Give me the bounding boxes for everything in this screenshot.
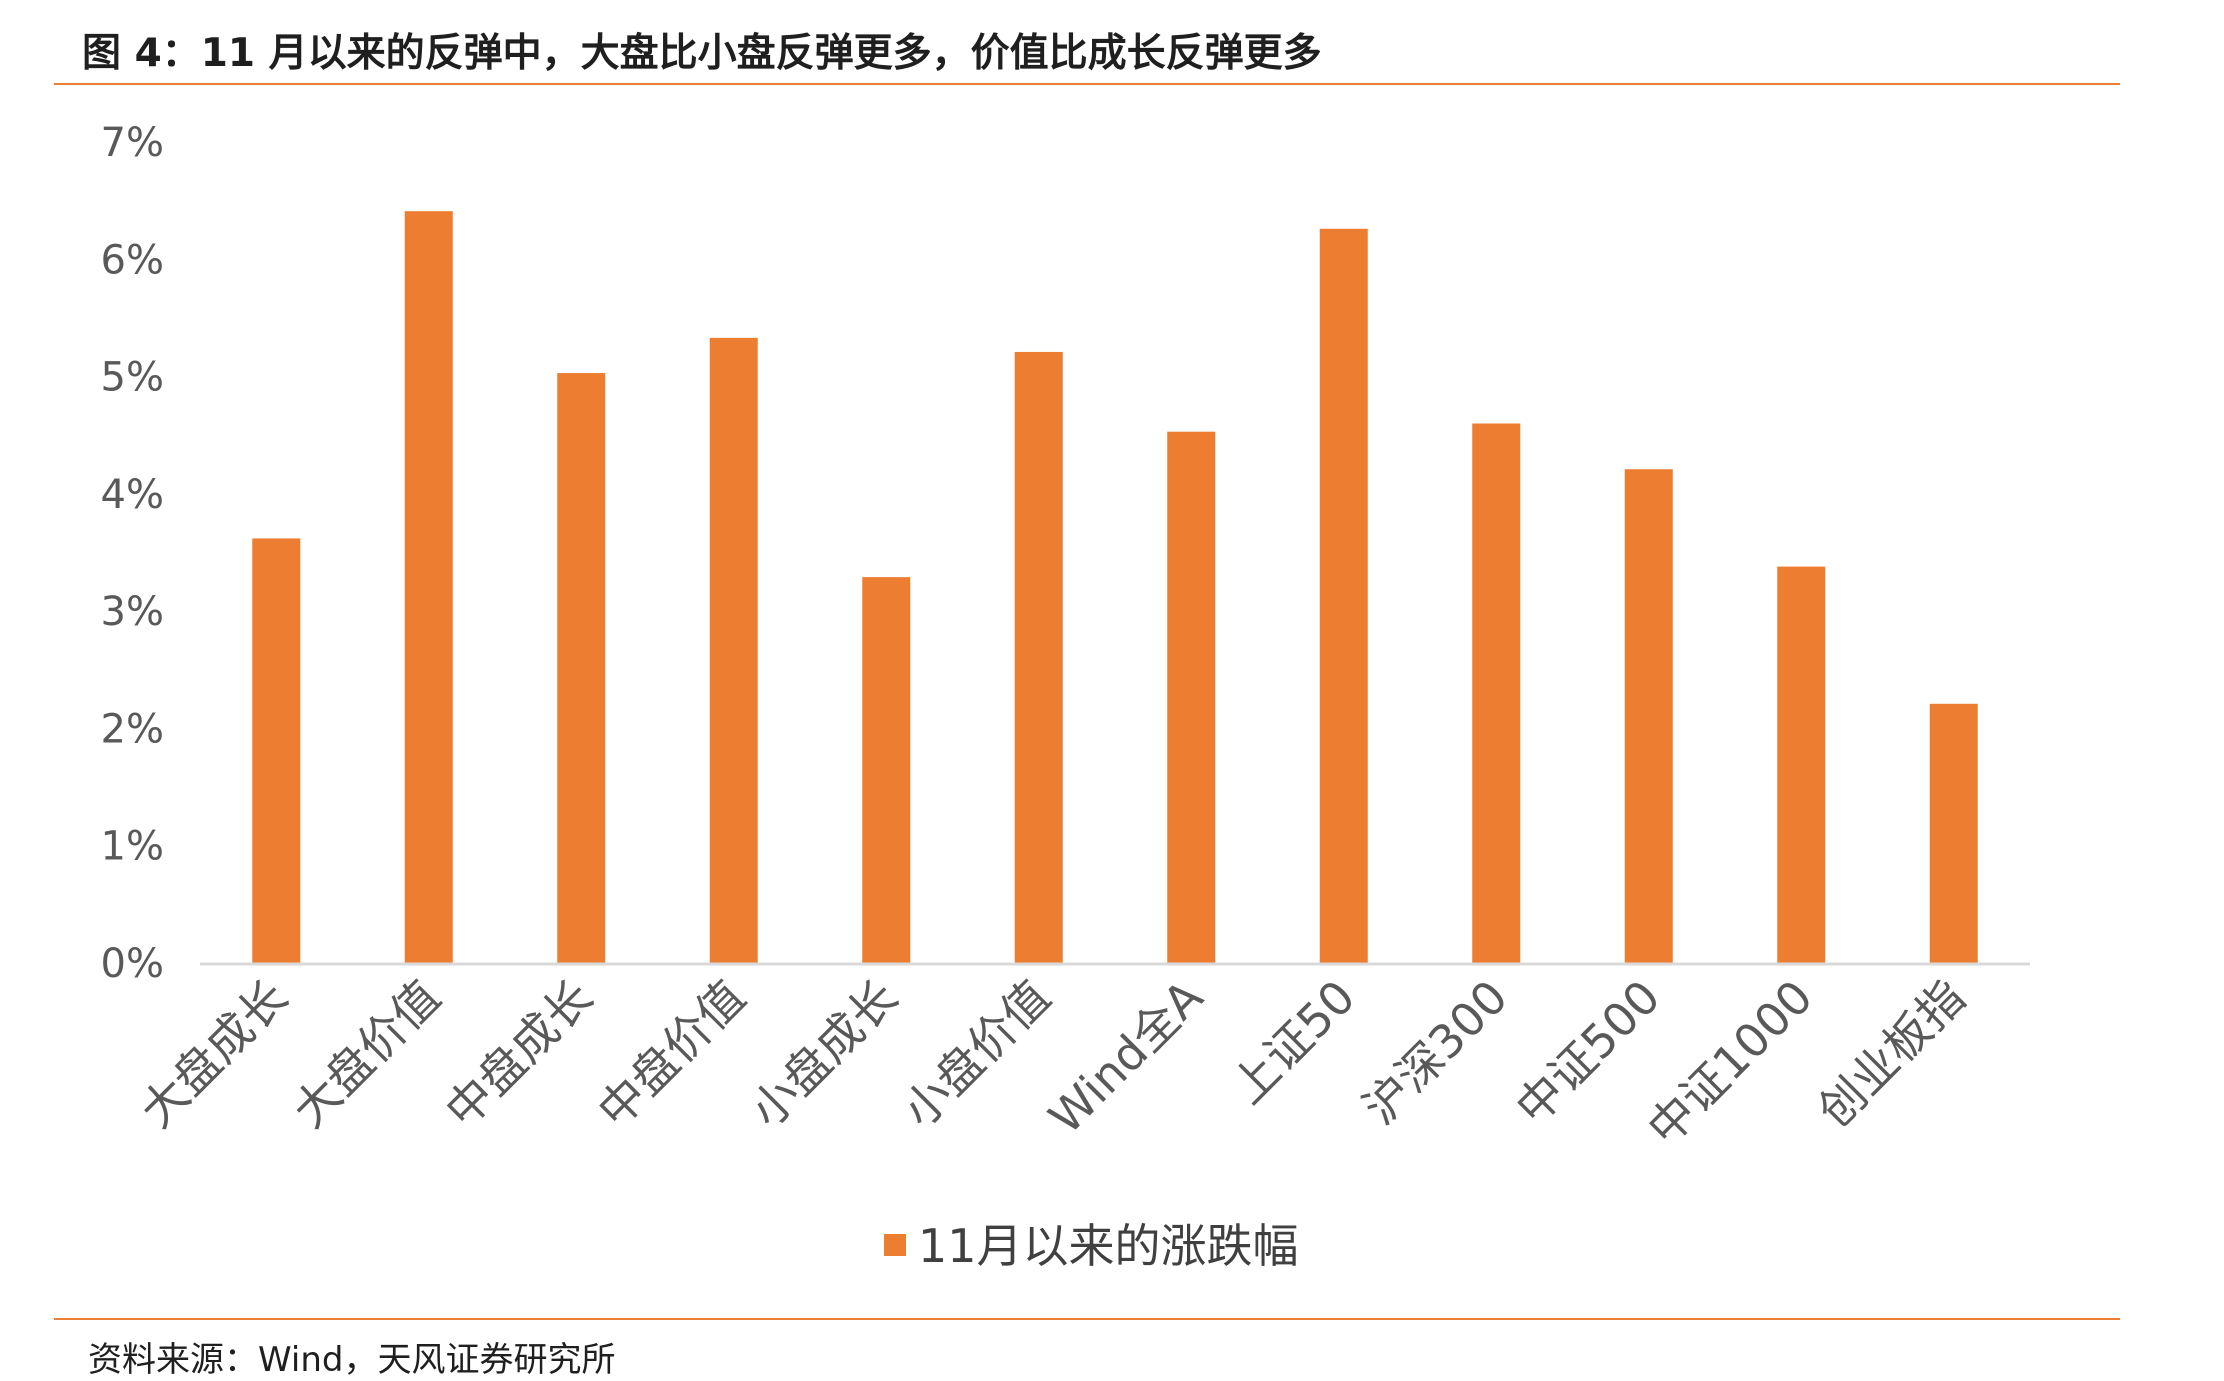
x-tick-label: 小盘价值 [892, 970, 1060, 1138]
legend-label: 11月以来的涨跌幅 [918, 1219, 1299, 1273]
bar [252, 538, 301, 963]
bars [252, 211, 1978, 964]
x-tick-label: 中盘成长 [435, 970, 603, 1138]
bar [557, 373, 606, 963]
y-tick-label: 6% [101, 237, 164, 283]
x-tick-label: 沪深300 [1353, 970, 1518, 1135]
x-tick-label: 大盘成长 [130, 970, 298, 1138]
bar [1014, 351, 1063, 964]
y-tick-label: 1% [101, 824, 164, 870]
figure-title: 图 4：11 月以来的反弹中，大盘比小盘反弹更多，价值比成长反弹更多 [82, 31, 1322, 76]
y-tick-label: 5% [101, 355, 164, 401]
bar [1319, 228, 1368, 963]
x-tick-label: Wind全A [1038, 969, 1213, 1144]
bar-chart: 0% 1% 2% 3% 4% 5% 6% 7% 大盘成长大盘价值中盘成长中盘价值小盘成长小盘价… [101, 120, 2030, 1273]
title-divider [54, 83, 2120, 85]
y-tick-label: 7% [101, 120, 164, 166]
y-tick-label: 3% [101, 589, 164, 635]
y-tick-label: 2% [101, 706, 164, 752]
source-divider [54, 1318, 2120, 1320]
x-tick-label: 上证50 [1221, 970, 1366, 1115]
y-axis-ticks: 0% 1% 2% 3% 4% 5% 6% 7% [101, 120, 164, 987]
x-tick-label: 小盘成长 [740, 970, 908, 1138]
bar [1777, 566, 1826, 963]
legend-swatch [884, 1234, 906, 1256]
bar [1167, 431, 1216, 964]
bar [1624, 469, 1673, 963]
x-tick-label: 中盘价值 [587, 970, 755, 1138]
bar [1929, 703, 1978, 963]
y-tick-label: 0% [101, 941, 164, 987]
legend: 11月以来的涨跌幅 [884, 1219, 1299, 1273]
bar [709, 337, 758, 963]
source-note: 资料来源：Wind，天风证券研究所 [88, 1340, 616, 1380]
y-tick-label: 4% [101, 472, 164, 518]
bar [1472, 423, 1521, 963]
x-tick-label: 创业板指 [1807, 970, 1975, 1138]
x-tick-label: 大盘价值 [282, 970, 450, 1138]
bar [862, 577, 911, 963]
x-tick-label: 中证1000 [1637, 970, 1823, 1156]
bar [404, 211, 453, 963]
